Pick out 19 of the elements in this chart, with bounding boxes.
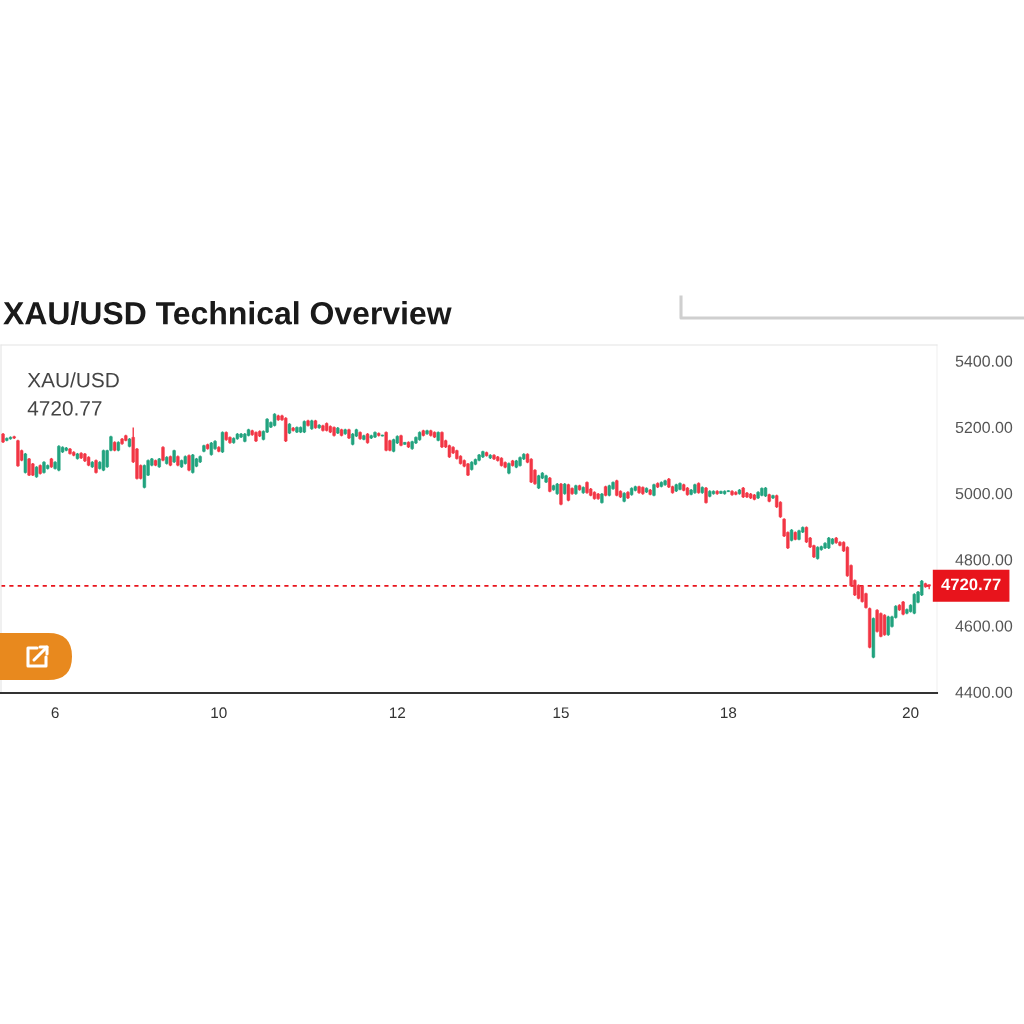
candlestick	[284, 416, 288, 443]
x-tick-label: 20	[902, 707, 919, 719]
y-tick-label: 5400.00	[955, 355, 1013, 367]
chart-title: XAU/USD Technical Overview	[3, 301, 452, 325]
y-tick-label: 4600.00	[955, 620, 1013, 632]
x-tick-label: 18	[721, 707, 737, 719]
x-tick-label: 10	[211, 707, 227, 719]
y-tick-label: 5000.00	[955, 487, 1013, 500]
y-tick-label: 4400.00	[955, 686, 1013, 698]
x-tick-label: 6	[51, 707, 59, 719]
annotation: XAU/USD	[27, 372, 119, 388]
y-tick-label: 4800.00	[955, 554, 1013, 566]
candlestick	[529, 457, 533, 484]
annotation: 4720.77	[27, 400, 102, 416]
candlestick	[57, 444, 61, 472]
y-tick-label: 5200.00	[955, 421, 1013, 434]
x-tick-label: 15	[553, 707, 569, 719]
ref-line-label: 4720.77	[941, 578, 1001, 591]
x-tick-label: 12	[389, 707, 406, 718]
